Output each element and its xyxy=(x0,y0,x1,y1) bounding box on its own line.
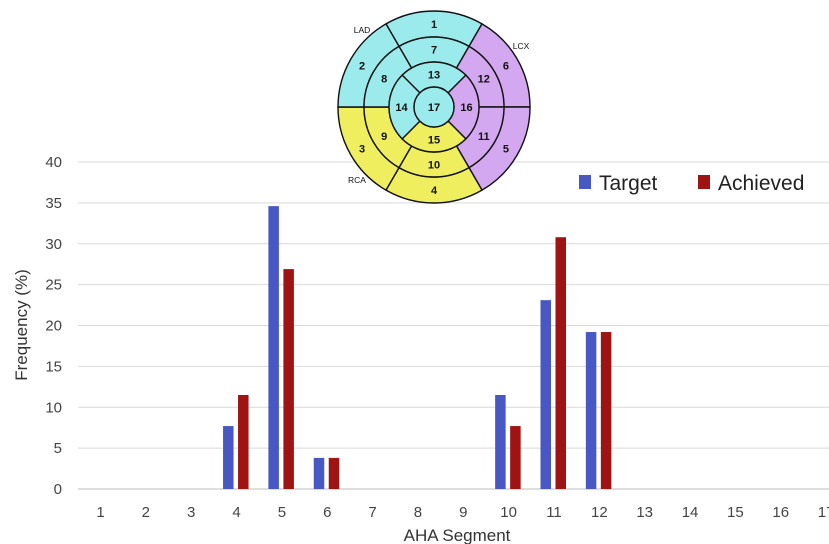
bullseye-label-15: 15 xyxy=(428,135,440,147)
y-tick-label: 10 xyxy=(45,399,62,416)
x-tick-label: 10 xyxy=(500,504,517,521)
bullseye-label-1: 1 xyxy=(431,19,437,31)
bar-target-11 xyxy=(540,300,551,489)
x-tick-label: 15 xyxy=(727,504,744,521)
bullseye-label-10: 10 xyxy=(428,160,440,172)
bullseye-label-6: 6 xyxy=(503,61,509,73)
bullseye-label-9: 9 xyxy=(381,131,387,143)
x-tick-label: 17 xyxy=(818,504,829,521)
x-tick-label: 9 xyxy=(459,504,467,521)
bullseye-label-13: 13 xyxy=(428,70,440,82)
territory-label-rca: RCA xyxy=(348,175,366,185)
bullseye-label-14: 14 xyxy=(395,102,408,114)
bar-target-10 xyxy=(495,394,506,489)
x-tick-label: 12 xyxy=(591,504,608,521)
x-tick-label: 8 xyxy=(414,504,422,521)
y-tick-label: 40 xyxy=(45,154,62,171)
bullseye-label-7: 7 xyxy=(431,45,437,57)
bullseye-label-11: 11 xyxy=(478,131,490,143)
bar-achieved-5 xyxy=(283,269,294,489)
x-tick-label: 2 xyxy=(142,504,150,521)
x-tick-label: 1 xyxy=(96,504,104,521)
x-tick-label: 4 xyxy=(232,504,240,521)
bullseye-label-17: 17 xyxy=(428,102,440,114)
y-tick-label: 5 xyxy=(54,440,62,457)
bullseye-label-2: 2 xyxy=(359,61,365,73)
bullseye-segment-17 xyxy=(413,86,455,128)
bar-achieved-6 xyxy=(328,457,340,489)
territory-label-lcx: LCX xyxy=(513,41,530,51)
bar-target-4 xyxy=(223,426,234,489)
legend-label-achieved: Achieved xyxy=(718,172,804,195)
y-tick-label: 25 xyxy=(45,277,62,294)
y-tick-label: 0 xyxy=(54,481,62,498)
bar-achieved-12 xyxy=(600,332,612,489)
y-axis-title: Frequency (%) xyxy=(12,269,31,380)
x-tick-label: 14 xyxy=(682,504,699,521)
bar-achieved-4 xyxy=(238,394,249,489)
x-tick-labels: 1234567891011121314151617 xyxy=(96,504,829,521)
legend-label-target: Target xyxy=(599,172,658,195)
bar-target-12 xyxy=(585,332,597,489)
x-tick-label: 7 xyxy=(368,504,376,521)
bullseye-label-16: 16 xyxy=(460,102,472,114)
x-tick-label: 3 xyxy=(187,504,195,521)
x-tick-label: 13 xyxy=(636,504,653,521)
legend-swatch-achieved xyxy=(698,175,710,189)
bullseye-label-4: 4 xyxy=(431,185,438,197)
legend-swatch-target xyxy=(579,175,591,189)
bars xyxy=(223,206,612,489)
x-tick-label: 5 xyxy=(278,504,286,521)
bullseye-label-3: 3 xyxy=(359,144,365,156)
y-tick-label: 30 xyxy=(45,236,62,253)
x-tick-label: 6 xyxy=(323,504,331,521)
bar-achieved-10 xyxy=(510,426,521,489)
bar-target-6 xyxy=(313,457,325,489)
bar-achieved-11 xyxy=(555,237,566,489)
y-tick-label: 35 xyxy=(45,195,62,212)
bullseye-label-12: 12 xyxy=(478,73,490,85)
x-tick-label: 16 xyxy=(772,504,789,521)
gridlines xyxy=(78,161,829,490)
y-tick-label: 15 xyxy=(45,358,62,375)
y-tick-labels: 0 5 10 15 20 25 30 35 40 xyxy=(45,154,62,498)
territory-label-lad: LAD xyxy=(354,25,371,35)
bullseye-label-5: 5 xyxy=(503,144,509,156)
legend: Target Achieved xyxy=(579,172,804,195)
y-tick-label: 20 xyxy=(45,318,62,335)
bar-target-5 xyxy=(268,206,279,489)
bullseye-label-8: 8 xyxy=(381,73,387,85)
x-axis-title: AHA Segment xyxy=(404,526,511,544)
x-tick-label: 11 xyxy=(546,504,562,521)
